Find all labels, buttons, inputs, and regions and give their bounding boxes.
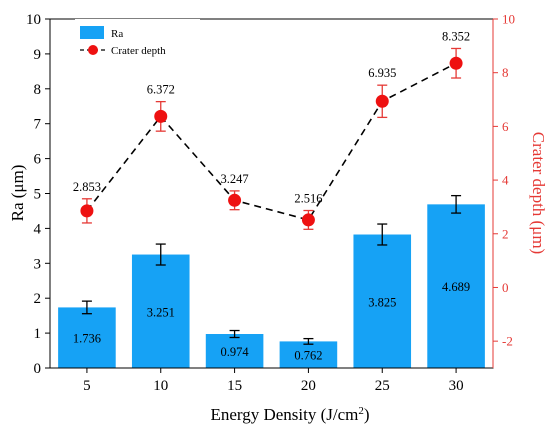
bar-data-label-30: 4.689 <box>442 280 470 294</box>
line-data-label-15: 3.247 <box>221 172 249 186</box>
bar-data-labels: 1.736 3.251 0.974 0.762 3.825 4.689 <box>73 280 470 363</box>
y-tick-label-left-7: 7 <box>34 117 42 133</box>
bar-series-ra <box>58 204 485 368</box>
x-axis-title-main: Energy Density (J/cm <box>210 405 358 424</box>
bar-data-label-20: 0.762 <box>294 349 322 363</box>
x-tick-label-30: 30 <box>449 378 464 394</box>
y-tick-label-left-2: 2 <box>34 291 42 307</box>
legend: Ra Crater depth <box>75 19 200 61</box>
y-axis-title-right: Crater depth (μm) <box>529 132 548 254</box>
bar-error-bars <box>81 194 462 345</box>
y-tick-label-left-4: 4 <box>34 221 42 237</box>
bar-15 <box>205 334 264 368</box>
bar-data-label-5: 1.736 <box>73 332 101 346</box>
bar-data-label-25: 3.825 <box>368 295 396 309</box>
crater-depth-line <box>86 62 457 221</box>
line-marker-25 <box>375 94 389 108</box>
axes: 0 1 2 3 4 5 6 7 8 9 10 -2 0 2 4 6 8 10 5 10 15 20 25 30 <box>26 12 515 395</box>
legend-label-ra: Ra <box>111 28 123 40</box>
legend-label-crater-depth: Crater depth <box>111 45 166 57</box>
y-tick-label-right-2: 2 <box>502 226 509 241</box>
bar-data-label-15: 0.974 <box>221 345 250 359</box>
bar-25 <box>353 234 412 368</box>
line-data-label-20: 2.516 <box>294 192 322 206</box>
line-markers <box>80 56 463 227</box>
y-tick-label-right-8: 8 <box>502 65 509 80</box>
x-axis-title-superscript: 2 <box>358 405 364 417</box>
line-marker-5 <box>80 204 94 218</box>
line-data-label-25: 6.935 <box>368 66 396 80</box>
y-tick-label-right-4: 4 <box>502 173 509 188</box>
bar-30 <box>427 204 485 368</box>
bar-5 <box>58 307 116 368</box>
line-data-label-5: 2.853 <box>73 180 101 194</box>
x-axis-title: Energy Density (J/cm2) <box>210 405 369 424</box>
y-tick-label-left-9: 9 <box>34 47 42 63</box>
x-axis-title-suffix: ) <box>364 405 370 424</box>
line-data-label-10: 6.372 <box>147 83 175 97</box>
x-tick-label-10: 10 <box>153 378 168 394</box>
line-error-bars <box>81 47 462 230</box>
line-marker-20 <box>301 213 315 227</box>
line-data-labels: 2.853 6.372 3.247 2.516 6.935 8.352 <box>73 29 470 205</box>
y-tick-label-left-10: 10 <box>26 12 41 28</box>
y-tick-label-left-6: 6 <box>34 152 42 168</box>
line-series-crater-depth <box>86 62 457 221</box>
x-tick-label-20: 20 <box>301 378 316 394</box>
y-tick-label-left-0: 0 <box>34 361 42 377</box>
x-tick-label-25: 25 <box>375 378 390 394</box>
line-marker-15 <box>228 193 242 207</box>
y-tick-label-right-10: 10 <box>502 12 515 27</box>
legend-marker-swatch <box>88 45 98 55</box>
y-axis-title-left: Ra (μm) <box>8 165 27 222</box>
legend-bar-swatch <box>80 26 104 39</box>
bar-10 <box>131 254 190 368</box>
line-marker-30 <box>449 56 463 70</box>
line-data-label-30: 8.352 <box>442 29 470 43</box>
plot-frame <box>49 18 494 369</box>
y-tick-label-right-0: 0 <box>502 280 509 295</box>
line-marker-10 <box>154 109 168 123</box>
y-tick-label-left-8: 8 <box>34 82 42 98</box>
y-tick-label-left-3: 3 <box>34 256 42 272</box>
y-tick-label-left-1: 1 <box>34 326 42 342</box>
x-tick-label-5: 5 <box>83 378 91 394</box>
x-tick-label-15: 15 <box>227 378 242 394</box>
y-tick-label-left-5: 5 <box>34 187 42 203</box>
y-tick-label-right-6: 6 <box>502 119 509 134</box>
bar-20 <box>279 341 338 368</box>
y-tick-label-right--2: -2 <box>502 334 513 349</box>
bar-data-label-10: 3.251 <box>147 305 175 319</box>
